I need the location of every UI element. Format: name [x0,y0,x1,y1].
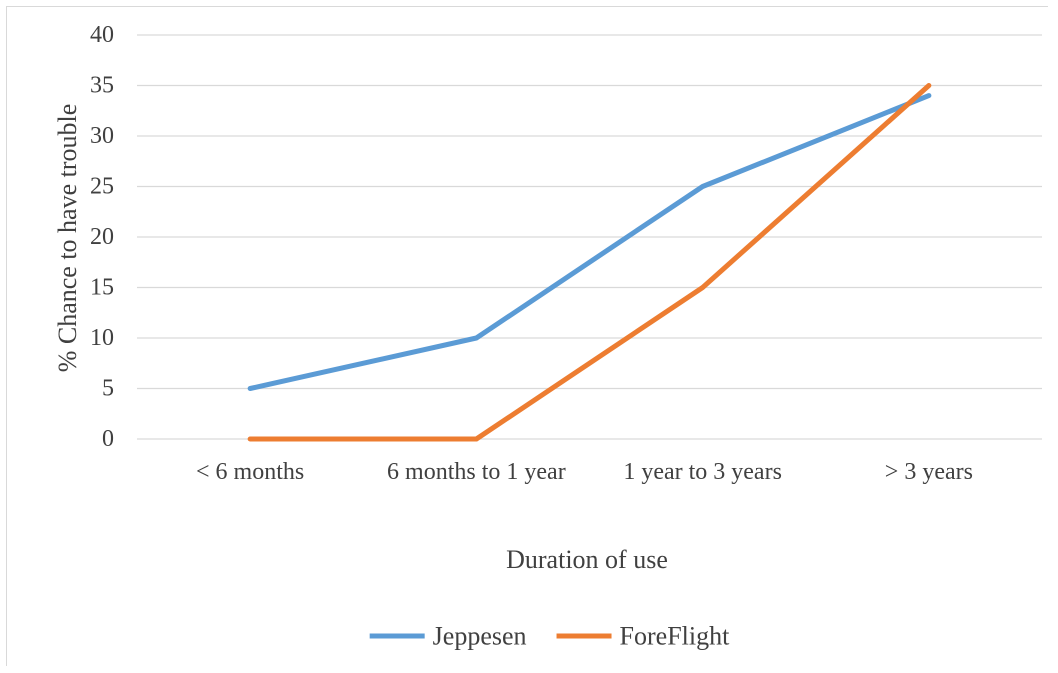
legend-label: Jeppesen [433,622,527,651]
legend-item: Jeppesen [369,622,527,651]
y-tick-label: 20 [90,224,114,250]
y-tick-label: 40 [90,22,114,48]
y-tick-label: 5 [102,376,114,402]
x-tick-label: < 6 months [196,459,304,485]
x-tick-label: 6 months to 1 year [387,459,566,485]
y-tick-label: 0 [102,426,114,452]
y-tick-label: 10 [90,325,114,351]
chart-frame [6,6,1048,666]
x-axis-title: Duration of use [506,545,668,574]
series-line-jeppesen [247,93,932,391]
y-axis-ticks: 0 5 10 15 20 25 30 35 40 [90,22,114,452]
gridlines [137,34,1042,440]
x-tick-label: 1 year to 3 years [623,459,782,485]
legend-label: ForeFlight [620,622,731,651]
y-tick-label: 35 [90,73,114,99]
x-axis-ticks: < 6 months 6 months to 1 year 1 year to 3 … [196,459,973,485]
legend-item: ForeFlight [556,622,731,651]
y-axis-title: % Chance to have trouble [53,104,82,373]
series-lines [247,83,932,442]
x-tick-label: > 3 years [885,459,973,485]
legend: Jeppesen ForeFlight [369,622,731,651]
y-tick-label: 25 [90,174,114,200]
series-line-foreflight [247,83,932,442]
y-tick-label: 15 [90,275,114,301]
y-tick-label: 30 [90,123,114,149]
